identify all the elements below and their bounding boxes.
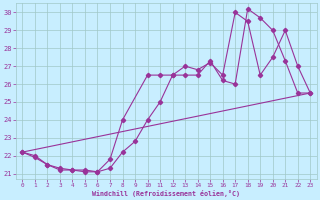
X-axis label: Windchill (Refroidissement éolien,°C): Windchill (Refroidissement éolien,°C) bbox=[92, 190, 240, 197]
